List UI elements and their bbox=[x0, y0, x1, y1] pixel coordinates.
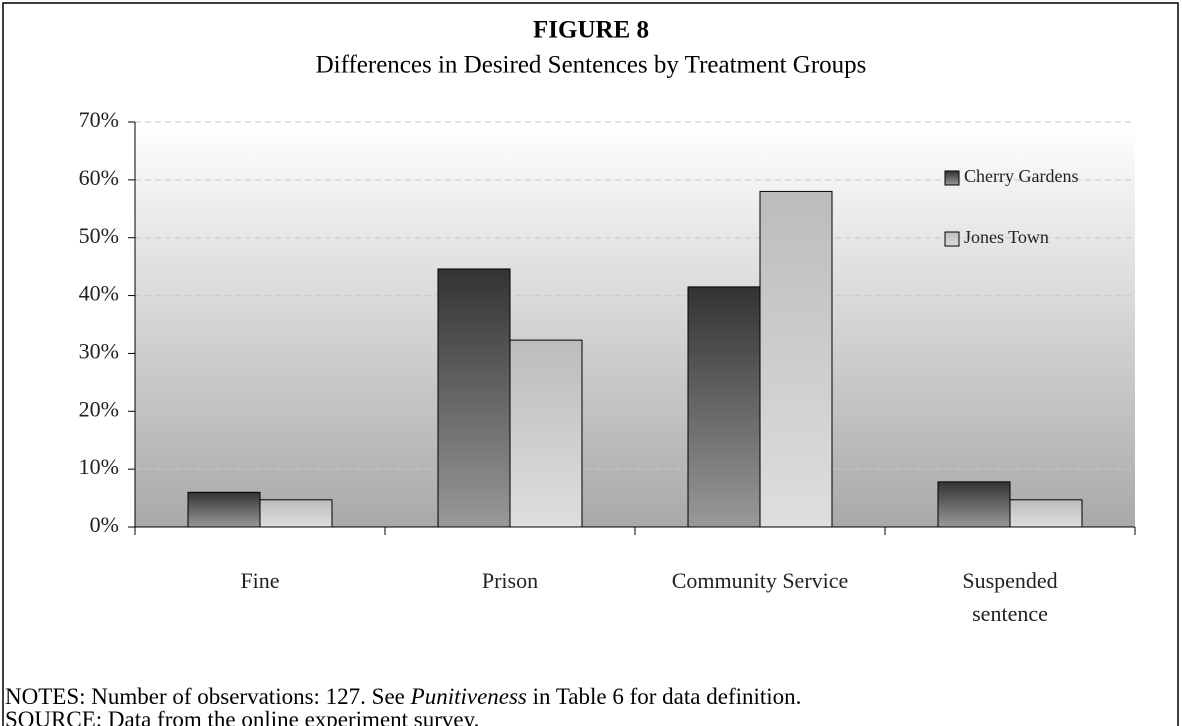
notes-text: in Table 6 for data definition. bbox=[526, 684, 802, 709]
bar bbox=[259, 499, 333, 528]
notes-text: NOTES: Number of observations: 127. See bbox=[5, 684, 411, 709]
x-tick-label: Fine bbox=[240, 568, 280, 593]
source: SOURCE: Data from the online experiment … bbox=[5, 707, 480, 726]
legend-swatch bbox=[944, 170, 960, 186]
chart-title: FIGURE 8 bbox=[533, 17, 649, 44]
y-tick-label: 50% bbox=[79, 223, 119, 248]
x-tick-label: Community Service bbox=[671, 568, 849, 593]
bar bbox=[1009, 499, 1083, 528]
bar bbox=[687, 286, 761, 528]
y-tick-label: 70% bbox=[79, 107, 119, 132]
legend-label: Cherry Gardens bbox=[964, 166, 1078, 186]
y-tick-label: 30% bbox=[79, 338, 119, 363]
y-tick-label: 10% bbox=[79, 454, 119, 479]
bar bbox=[759, 190, 833, 528]
bar bbox=[937, 481, 1011, 528]
legend-swatch bbox=[944, 231, 960, 247]
notes: NOTES: Number of observations: 127. See … bbox=[5, 684, 801, 710]
x-tick-label: Prison bbox=[481, 568, 539, 593]
y-tick-label: 60% bbox=[79, 165, 119, 190]
legend-label: Jones Town bbox=[964, 227, 1049, 247]
notes-term: Punitiveness bbox=[410, 684, 527, 709]
plot-area bbox=[135, 122, 1135, 527]
bar bbox=[437, 268, 511, 528]
y-tick-label: 0% bbox=[90, 512, 119, 537]
y-tick-label: 20% bbox=[79, 396, 119, 421]
bar bbox=[187, 491, 261, 528]
x-tick-label: Suspended sentence bbox=[962, 568, 1058, 626]
y-tick-label: 40% bbox=[79, 281, 119, 306]
chart-subtitle: Differences in Desired Sentences by Trea… bbox=[316, 52, 867, 79]
bar bbox=[509, 339, 583, 528]
